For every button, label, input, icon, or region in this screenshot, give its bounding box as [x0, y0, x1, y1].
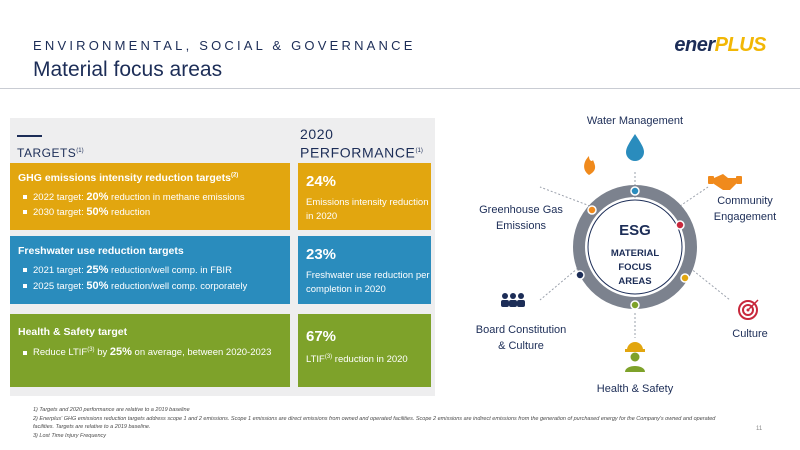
ghg-bullet-2022: 2022 target: 20% reduction in methane em… [23, 191, 245, 203]
target-icon [738, 299, 759, 320]
freshwater-performance-description: Freshwater use reduction per completion … [306, 270, 430, 295]
ghg-performance-description: Emissions intensity reduction in 2020 [306, 197, 429, 222]
header-divider [0, 88, 800, 89]
flame-icon [584, 156, 596, 175]
ghg-performance-value: 24% [306, 173, 337, 190]
culture-node [680, 273, 690, 283]
footnote-3: 3) Lost Time Injury Frequency [33, 432, 107, 439]
community-node [675, 220, 685, 230]
page-title: Material focus areas [33, 58, 223, 81]
label-water-management: Water Management [586, 115, 684, 127]
health-safety-bullet: Reduce LTIF(3) by 25% on average, betwee… [23, 343, 278, 360]
ghg-targets-title: GHG emissions intensity reduction target… [18, 172, 239, 184]
worker-hardhat-icon [625, 342, 645, 372]
freshwater-bullet-2021: 2021 target: 25% reduction/well comp. in… [23, 264, 232, 276]
water-drop-icon [626, 134, 644, 161]
freshwater-performance-box: 23% Freshwater use reduction per complet… [298, 236, 431, 304]
ghg-performance-box: 24% Emissions intensity reduction in 202… [298, 163, 431, 230]
esg-center-title: ESG [619, 222, 651, 239]
ghg-node [587, 205, 597, 215]
label-community-engagement: Community Engagement [713, 195, 777, 223]
ghg-bullet-2030: 2030 target: 50% reduction [23, 206, 150, 218]
health-safety-performance-value: 67% [306, 328, 337, 345]
health-safety-targets-box: Health & Safety target Reduce LTIF(3) by… [10, 314, 290, 387]
freshwater-performance-value: 23% [306, 246, 337, 263]
handshake-icon [708, 174, 742, 190]
performance-column-header: 2020 PERFORMANCE(1) [300, 126, 423, 161]
label-health-safety: Health & Safety [596, 383, 674, 395]
footnotes: 1) Targets and 2020 performance are rela… [33, 406, 733, 440]
label-board-constitution: Board Constitution & Culture [475, 324, 567, 352]
health-safety-performance-box: 67% LTIF(3) reduction in 2020 [298, 314, 431, 387]
health-node [630, 300, 640, 310]
targets-column-header: TARGETS(1) [17, 146, 84, 160]
section-subtitle: ENVIRONMENTAL, SOCIAL & GOVERNANCE [33, 38, 416, 53]
ghg-targets-box: GHG emissions intensity reduction target… [10, 163, 290, 230]
freshwater-targets-title: Freshwater use reduction targets [18, 245, 184, 257]
freshwater-bullet-2025: 2025 target: 50% reduction/well comp. co… [23, 280, 247, 292]
esg-center-subtitle: MATERIAL FOCUS AREAS [610, 248, 660, 287]
label-culture: Culture [732, 328, 768, 340]
esg-focus-diagram [501, 134, 759, 372]
targets-accent-line [17, 135, 42, 137]
footnote-1: 1) Targets and 2020 performance are rela… [33, 407, 190, 413]
board-node [575, 270, 585, 280]
label-ghg-emissions: Greenhouse Gas Emissions [479, 204, 563, 232]
health-safety-performance-description: LTIF(3) reduction in 2020 [306, 354, 408, 366]
enerplus-logo: enerPLUS [674, 34, 766, 56]
footnote-2: 2) Enerplus' GHG emissions reduction tar… [33, 415, 716, 431]
people-group-icon [501, 293, 525, 307]
freshwater-targets-box: Freshwater use reduction targets 2021 ta… [10, 236, 290, 304]
health-safety-targets-title: Health & Safety target [18, 326, 128, 338]
page-number: 11 [756, 426, 763, 432]
water-node [630, 186, 640, 196]
